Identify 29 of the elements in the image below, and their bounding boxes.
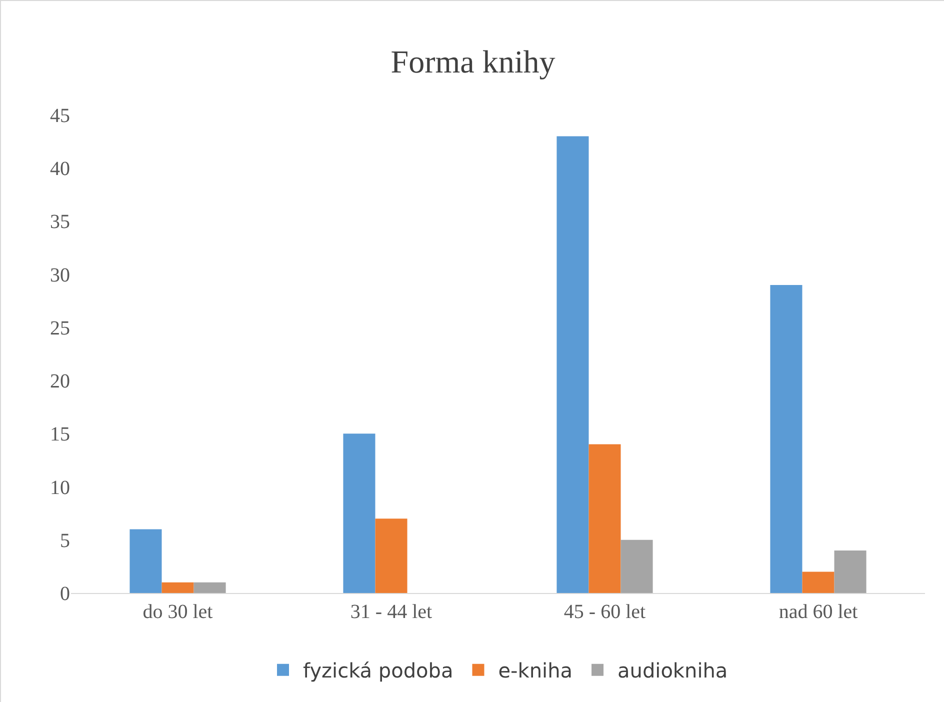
y-tick-label: 25 (50, 317, 70, 340)
bar (802, 572, 834, 593)
x-tick-label: 31 - 44 let (350, 601, 433, 623)
bar (375, 518, 408, 593)
legend-label: e-kniha (498, 658, 573, 683)
y-tick-label: 45 (50, 105, 70, 127)
x-tick-label: nad 60 let (778, 601, 858, 623)
y-tick-label: 40 (50, 158, 70, 180)
y-tick-label: 15 (50, 424, 70, 446)
legend-label: audiokniha (618, 658, 728, 683)
y-tick-label: 0 (60, 583, 70, 605)
bar (620, 540, 653, 593)
y-tick-label: 10 (50, 476, 70, 499)
legend-label: fyzická podoba (303, 658, 454, 683)
bar (194, 582, 226, 593)
bar (343, 434, 376, 593)
y-tick-label: 35 (50, 211, 70, 234)
bar (162, 582, 194, 593)
x-tick-label: 45 - 60 let (564, 601, 646, 623)
x-tick-label: do 30 let (142, 601, 214, 623)
bar (770, 284, 802, 593)
bar (130, 529, 162, 593)
y-tick-label: 30 (50, 264, 70, 286)
chart-title: Forma knihy (390, 44, 556, 80)
bar (834, 550, 866, 593)
y-tick-label: 5 (60, 530, 70, 552)
bar (588, 444, 621, 593)
bar (556, 136, 589, 593)
y-tick-label: 20 (50, 370, 70, 393)
